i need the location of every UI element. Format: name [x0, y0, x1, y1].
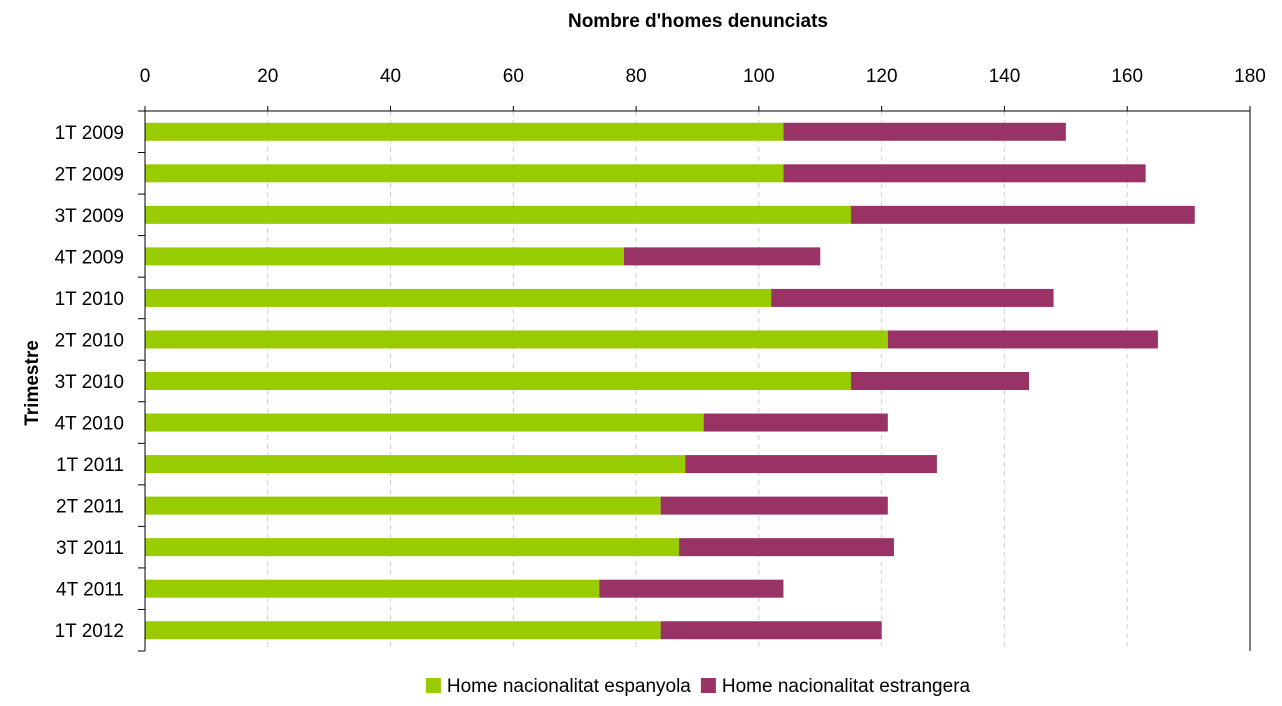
- bars: [145, 122, 1195, 640]
- y-tick-label: 1T 2011: [56, 455, 124, 476]
- bar-segment-series-2: [850, 372, 1029, 390]
- bar-segment-series-1: [145, 413, 704, 432]
- y-tick-label: 3T 2009: [55, 206, 124, 227]
- bar-segment-series-1: [145, 330, 888, 349]
- bar-segment-series-1: [145, 205, 851, 224]
- legend: Home nacionalitat espanyola Home nacional…: [425, 676, 971, 697]
- bar-segment-series-2: [599, 579, 784, 598]
- bar-segment-series-1: [145, 579, 600, 598]
- y-tick-label: 4T 2010: [55, 414, 124, 435]
- y-tick-labels: 1T 2009 2T 2009 3T 2009 4T 2009 1T 2010 2T 20…: [55, 123, 124, 642]
- y-tick-label: 3T 2011: [56, 538, 124, 559]
- bar-segment-series-2: [703, 413, 888, 432]
- bar-segment-series-2: [660, 496, 888, 515]
- bar-segment-series-2: [783, 164, 1146, 183]
- x-tick-label: 180: [1234, 66, 1266, 87]
- bar-segment-series-2: [771, 288, 1054, 307]
- x-tick-label: 0: [140, 66, 151, 87]
- legend-label: Home nacionalitat estrangera: [722, 676, 971, 697]
- bar-segment-series-2: [679, 538, 894, 557]
- bar-segment-series-1: [145, 372, 851, 390]
- y-tick-label: 4T 2011: [56, 580, 124, 601]
- bar-segment-series-1: [145, 538, 680, 557]
- axes: [138, 106, 1251, 652]
- bar-segment-series-2: [623, 247, 821, 266]
- y-tick-label: 1T 2009: [55, 123, 124, 144]
- bar-segment-series-1: [145, 122, 784, 141]
- bar-segment-series-2: [685, 455, 937, 474]
- bar-segment-series-1: [145, 621, 661, 640]
- y-tick-label: 1T 2012: [55, 621, 124, 642]
- x-tick-label: 140: [989, 66, 1021, 87]
- x-tick-labels: 0 20 40 60 80 100 120 140 160 180: [140, 66, 1266, 87]
- y-tick-label: 2T 2011: [56, 497, 124, 518]
- y-axis-title: Trimestre: [22, 340, 43, 426]
- bar-segment-series-1: [145, 164, 784, 183]
- legend-swatch: [700, 678, 716, 693]
- y-tick-label: 1T 2010: [55, 289, 124, 310]
- x-tick-label: 60: [503, 66, 524, 87]
- bar-segment-series-1: [145, 247, 624, 266]
- bar-segment-series-1: [145, 288, 772, 307]
- x-tick-label: 40: [380, 66, 401, 87]
- legend-label: Home nacionalitat espanyola: [447, 676, 691, 697]
- y-tick-label: 2T 2009: [55, 164, 124, 185]
- x-tick-label: 100: [743, 66, 775, 87]
- bar-segment-series-2: [850, 205, 1195, 224]
- x-tick-label: 80: [626, 66, 647, 87]
- bar-segment-series-1: [145, 455, 686, 474]
- x-tick-label: 20: [257, 66, 278, 87]
- y-tick-label: 3T 2010: [55, 372, 124, 393]
- bar-segment-series-2: [660, 621, 882, 640]
- bar-segment-series-2: [783, 122, 1066, 141]
- x-axis-title: Nombre d'homes denunciats: [568, 11, 828, 32]
- bar-segment-series-2: [887, 330, 1158, 349]
- x-tick-label: 120: [866, 66, 898, 87]
- x-tick-label: 160: [1111, 66, 1143, 87]
- legend-swatch: [425, 678, 441, 693]
- y-tick-label: 4T 2009: [55, 247, 124, 268]
- y-tick-label: 2T 2010: [55, 330, 124, 351]
- bar-segment-series-1: [145, 496, 661, 515]
